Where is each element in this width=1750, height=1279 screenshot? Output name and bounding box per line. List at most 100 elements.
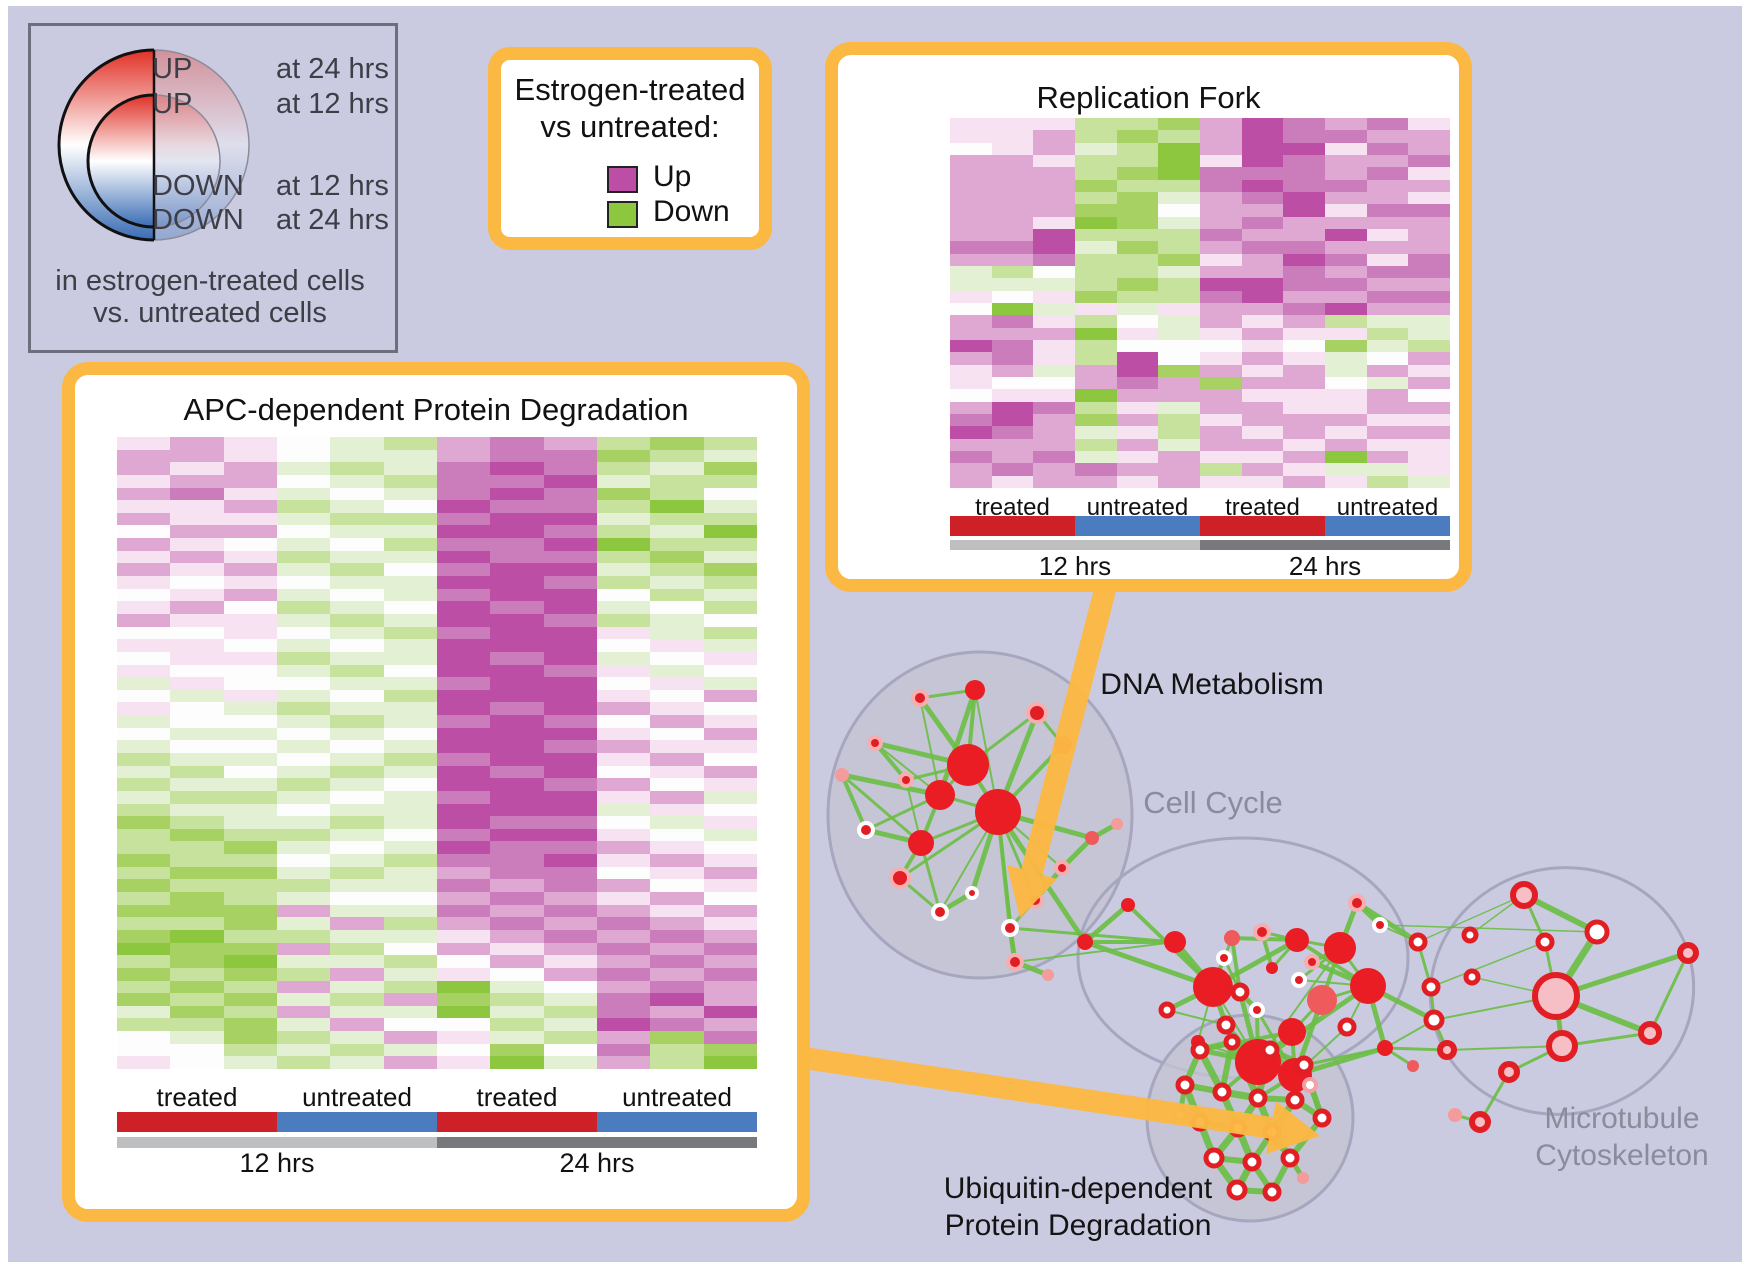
rf-untreated-bar-24 [1325,516,1450,536]
gene-node [1532,972,1580,1020]
gene-node [1212,1082,1232,1102]
gene-node [1291,972,1307,988]
ring-time-12-lower: at 12 hrs [276,170,389,202]
gene-node [1498,1061,1520,1083]
up-color-swatch [607,166,638,193]
network-edge [1199,1030,1293,1052]
gene-node [1372,917,1388,933]
gene-node [1203,1147,1225,1169]
apc-untreated-bar-24 [597,1112,757,1132]
microtubule-cytoskeleton-label: Microtubule Cytoskeleton [1472,1100,1750,1174]
apc-group-untreated-24: untreated [622,1082,732,1112]
network-edge [1166,1009,1227,1026]
network-edge [1014,941,1176,963]
gene-node [1253,923,1271,941]
ring-label-up-inner: UP [152,88,193,120]
gene-node [1077,934,1093,950]
microtubule-label-line2: Cytoskeleton [1535,1139,1709,1172]
gene-node [947,744,989,786]
gene-node [1510,881,1538,909]
gene-node [911,689,929,707]
gene-node [1216,950,1232,966]
gene-node [1297,1172,1309,1184]
network-edge [919,697,941,796]
gene-node [1278,1018,1306,1046]
replication-fork-title: Replication Fork [1036,80,1261,115]
gene-node [1260,1040,1280,1060]
network-edge [841,772,941,798]
dna-metabolism-label: DNA Metabolism [1100,668,1324,701]
apc-treated-bar-12 [117,1112,277,1132]
gene-node [1448,1108,1462,1122]
gene-node [1164,931,1186,953]
ubiquitin-label-line2: Protein Degradation [944,1209,1212,1242]
apc-heatmap [117,437,757,1069]
gene-node [1190,1040,1210,1060]
network-edge [1084,939,1214,990]
gene-node [1461,926,1479,944]
gene-node [1280,1148,1300,1168]
ring-label-down-outer: DOWN [152,204,244,236]
gene-node [1377,1040,1393,1056]
updown-legend-title-line2: vs untreated: [540,109,720,144]
apc-untreated-bar-12 [277,1112,437,1132]
ring-caption-line1: in estrogen-treated cells [55,265,365,297]
arrow-head-replication-fork-to-dna [1007,865,1057,918]
gene-node [1638,1021,1662,1045]
network-edge [1303,1046,1386,1067]
network-edge [1384,1046,1448,1052]
gene-node [1242,1152,1262,1172]
gene-node [1294,1055,1314,1075]
gene-node [1042,969,1054,981]
apc-panel-title: APC-dependent Protein Degradation [183,392,689,427]
gene-node [1121,898,1135,912]
apc-group-treated-24: treated [476,1082,558,1112]
gene-node [1302,1077,1318,1093]
gene-node [1054,860,1070,876]
gene-node [1158,1001,1176,1019]
apc-group-untreated-12: untreated [302,1082,412,1112]
network-edge [1648,952,1690,1034]
gene-node [1001,919,1019,937]
gene-node [1226,1179,1248,1201]
gene-node [1248,1088,1268,1108]
gene-node [925,780,955,810]
ring-caption-line2: vs. untreated cells [93,297,327,329]
gene-node [1348,894,1366,912]
rf-24hrs-bar [1200,540,1450,550]
gene-node [1224,930,1240,946]
down-label: Down [653,195,730,228]
network-edge [840,774,868,831]
gene-node [908,830,934,856]
network-edge [1446,1045,1563,1051]
gene-node [975,789,1021,835]
ring-label-up-outer: UP [152,53,193,85]
gene-node [1249,1002,1265,1018]
network-edge [841,773,922,845]
gene-node [1407,1060,1419,1072]
gene-node [898,772,914,788]
gene-node [1175,1075,1195,1095]
rf-treated-bar-12 [950,516,1075,536]
gene-node [1437,1040,1457,1060]
gene-node [1266,962,1278,974]
rf-untreated-bar-12 [1075,516,1200,536]
gene-node [867,735,883,751]
ring-time-24-outer: at 24 hrs [276,53,389,85]
gene-node [1216,1015,1236,1035]
apc-24hrs-bar [437,1137,757,1148]
rf-treated-bar-24 [1200,516,1325,536]
apc-12hrs-label: 12 hrs [239,1148,315,1178]
gene-node [931,903,949,921]
gene-node [1421,977,1441,997]
network-edge [1430,941,1546,988]
rf-12hrs-label: 12 hrs [1038,551,1112,581]
microtubule-label-line1: Microtubule [1544,1102,1700,1135]
updown-legend-box: Estrogen-treated vs untreated: Up Down [488,47,772,250]
gene-node [1423,1009,1445,1031]
gene-node [965,886,979,900]
network-edge [1417,894,1525,943]
arrow-shaft-replication-fork-to-dna [1021,587,1116,875]
gene-node [857,821,875,839]
